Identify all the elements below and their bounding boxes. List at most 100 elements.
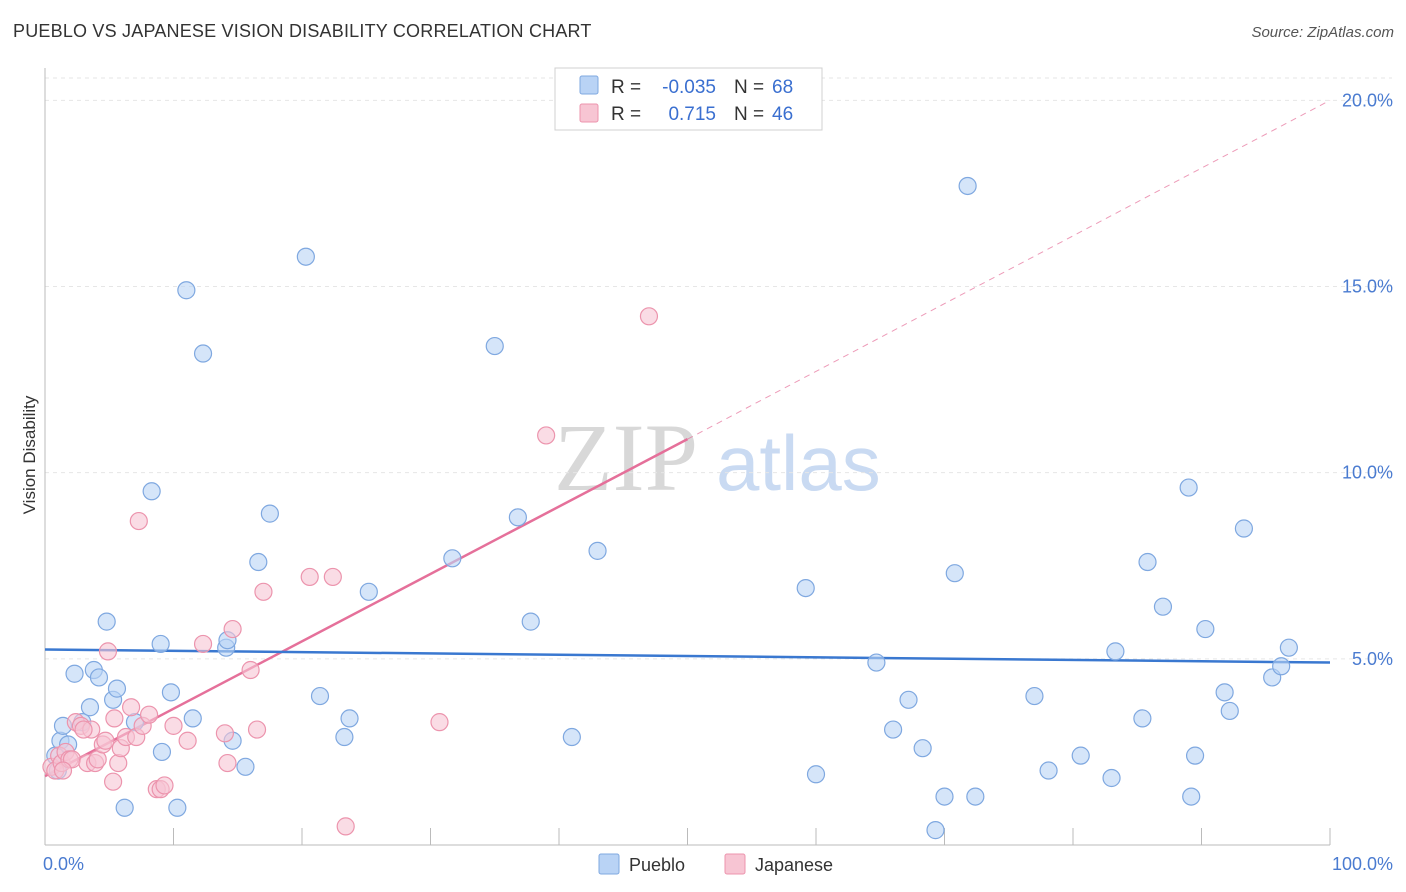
- pueblo-point: [1272, 657, 1291, 676]
- pueblo-point: [340, 709, 359, 728]
- series-legend: Pueblo Japanese: [598, 853, 833, 875]
- japanese-point: [223, 619, 242, 639]
- pueblo-point: [806, 765, 826, 784]
- japanese-point: [74, 720, 93, 739]
- pueblo-point: [80, 698, 100, 717]
- pueblo-point: [508, 508, 527, 527]
- y-axis-label: Vision Disability: [20, 395, 39, 514]
- japanese-point: [53, 761, 73, 780]
- pueblo-point: [107, 679, 127, 698]
- japanese-point: [247, 720, 267, 739]
- japanese-point: [178, 731, 197, 750]
- pueblo-point: [335, 727, 354, 747]
- japanese-point: [323, 567, 342, 587]
- pueblo-point: [183, 709, 202, 728]
- legend-n-label-japanese: N =: [734, 104, 764, 125]
- pueblo-point: [89, 668, 109, 687]
- japanese-point: [96, 731, 115, 750]
- japanese-point: [300, 567, 319, 587]
- legend-r-label-pueblo: R =: [611, 77, 641, 98]
- pueblo-point: [1133, 709, 1152, 728]
- pueblo-point: [945, 564, 964, 583]
- pueblo-point: [562, 727, 581, 747]
- pueblo-point: [958, 176, 977, 196]
- pueblo-point: [168, 798, 187, 817]
- pueblo-point: [1138, 552, 1157, 572]
- pueblo-point: [1106, 642, 1125, 661]
- legend-n-value-pueblo: 68: [772, 77, 793, 98]
- pueblo-point: [913, 739, 932, 758]
- japanese-point: [98, 642, 118, 661]
- pueblo-point: [310, 686, 330, 706]
- japanese-point: [537, 426, 556, 445]
- pueblo-point: [1153, 597, 1173, 616]
- legend-n-value-japanese: 46: [772, 104, 793, 125]
- pueblo-point: [359, 582, 378, 601]
- data-points: [42, 176, 1298, 840]
- pueblo-point: [1234, 519, 1254, 538]
- pueblo-point: [1220, 701, 1239, 721]
- pueblo-point: [115, 798, 134, 817]
- legend-r-value-pueblo: -0.035: [662, 77, 716, 98]
- x-tick-label-min: 0.0%: [43, 854, 84, 874]
- pueblo-point: [236, 757, 255, 776]
- japanese-point: [105, 709, 124, 728]
- pueblo-point: [1039, 761, 1058, 780]
- japanese-point: [121, 698, 141, 717]
- pueblo-point: [1071, 746, 1090, 765]
- pueblo-point: [1179, 478, 1198, 497]
- pueblo-point: [1279, 638, 1298, 657]
- pueblo-point: [521, 612, 540, 631]
- pueblo-point: [883, 720, 903, 739]
- pueblo-point: [926, 821, 945, 840]
- japanese-point: [155, 776, 174, 795]
- legend-n-label-pueblo: N =: [734, 77, 764, 98]
- axes: 5.0% 10.0% 15.0% 20.0% 0.0% 100.0%: [43, 68, 1393, 874]
- correlation-legend: R = -0.035 N = 68 R = 0.715 N = 46: [554, 67, 823, 131]
- japanese-point: [430, 713, 449, 732]
- pueblo-point: [1185, 746, 1205, 765]
- japanese-point: [218, 753, 237, 773]
- watermark-zip: ZIP: [554, 404, 698, 511]
- bottom-legend-swatch-pueblo: [598, 853, 620, 875]
- japanese-point: [215, 724, 234, 743]
- pueblo-point: [1182, 787, 1201, 806]
- chart-title: PUEBLO VS JAPANESE VISION DISABILITY COR…: [13, 21, 592, 41]
- pueblo-point: [161, 683, 181, 702]
- legend-r-label-japanese: R =: [611, 104, 641, 125]
- japanese-point: [241, 660, 260, 680]
- pueblo-point: [796, 578, 815, 598]
- japanese-point: [164, 716, 183, 735]
- watermark-atlas: atlas: [716, 419, 881, 507]
- y-tick-label: 10.0%: [1342, 463, 1393, 483]
- japanese-point: [129, 511, 148, 531]
- japanese-point: [639, 307, 659, 326]
- japanese-point: [104, 772, 123, 791]
- pueblo-point: [485, 336, 504, 356]
- pueblo-point: [193, 344, 213, 363]
- legend-swatch-japanese: [579, 103, 599, 123]
- legend-swatch-pueblo: [579, 75, 599, 95]
- source-credit: Source: ZipAtlas.com: [1251, 24, 1394, 41]
- pueblo-point: [177, 281, 196, 300]
- bottom-legend-swatch-japanese: [724, 853, 746, 875]
- bottom-legend-japanese: Japanese: [755, 855, 833, 875]
- pueblo-point: [1025, 686, 1044, 706]
- pueblo-trend-line: [44, 648, 1331, 664]
- pueblo-point: [443, 549, 462, 568]
- pueblo-point: [260, 504, 279, 523]
- grid: [45, 77, 1392, 660]
- japanese-point: [109, 753, 128, 773]
- legend-r-value-japanese: 0.715: [668, 104, 716, 125]
- pueblo-point: [249, 552, 268, 572]
- x-tick-label-max: 100.0%: [1332, 854, 1393, 874]
- pueblo-point: [97, 612, 116, 631]
- pueblo-point: [142, 482, 161, 501]
- pueblo-point: [966, 787, 985, 806]
- pueblo-point: [1215, 683, 1234, 702]
- pueblo-point: [935, 787, 954, 806]
- japanese-point: [254, 582, 273, 601]
- legend-box: [554, 67, 823, 131]
- pueblo-point: [296, 247, 315, 266]
- bottom-legend-pueblo: Pueblo: [629, 855, 685, 875]
